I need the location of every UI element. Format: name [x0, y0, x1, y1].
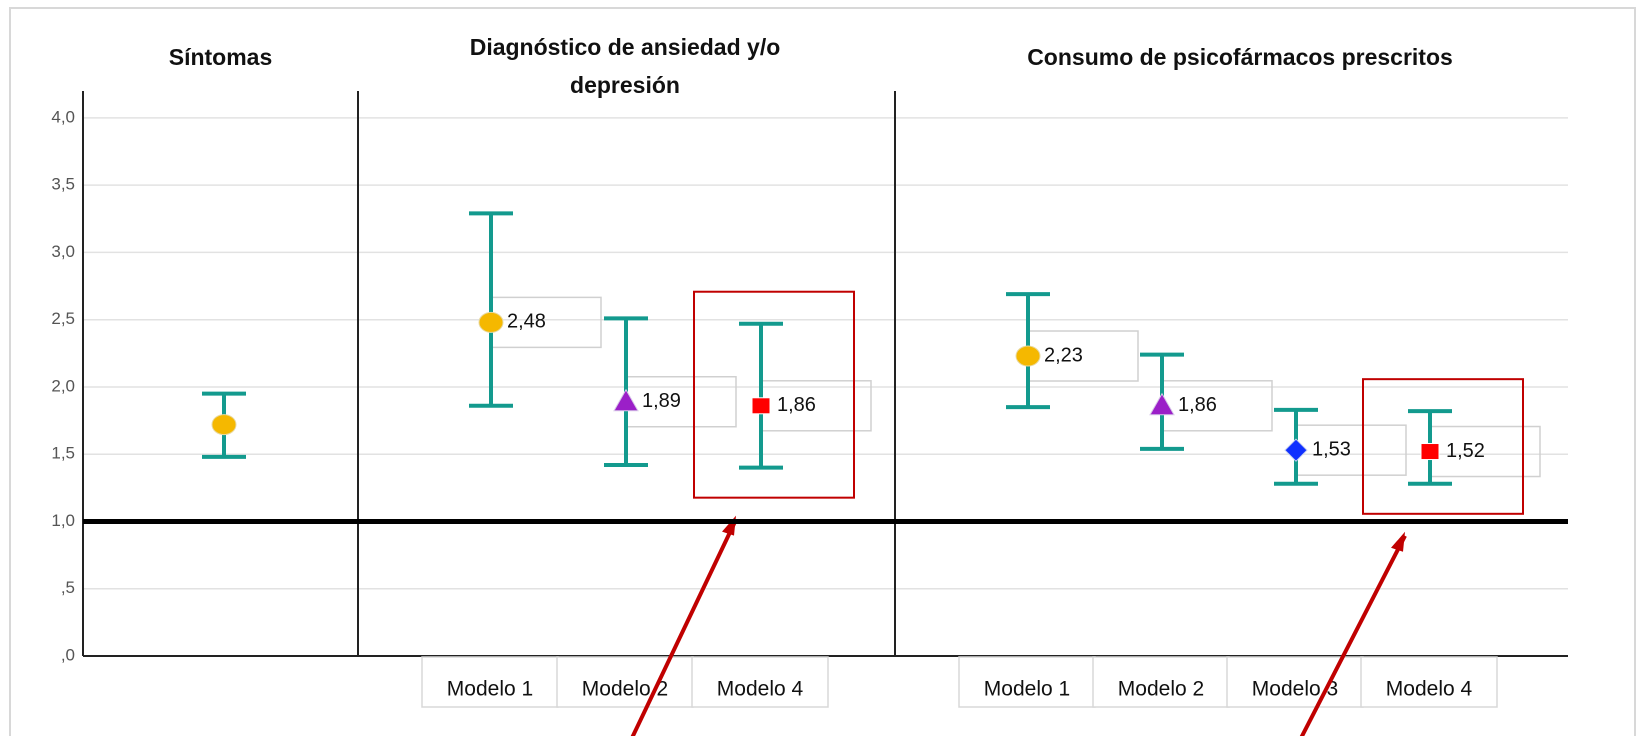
arrow-head — [722, 515, 736, 536]
y-tick-label: 2,0 — [51, 376, 75, 395]
y-tick-label: 1,0 — [51, 511, 75, 530]
category-box — [421, 656, 559, 708]
marker — [478, 311, 504, 333]
x-tick-label: Modelo 4 — [717, 678, 804, 701]
marker — [1015, 345, 1041, 367]
x-tick-label: Modelo 3 — [1252, 678, 1338, 701]
x-tick-label: Modelo 2 — [582, 678, 668, 701]
highlight-box — [693, 290, 855, 499]
y-tick-label: 4,0 — [51, 107, 75, 126]
value-label: 2,48 — [507, 311, 546, 333]
category-box — [1360, 656, 1498, 708]
category-box — [691, 656, 829, 708]
marker — [751, 397, 771, 415]
marker — [1420, 443, 1440, 461]
y-tick-label: 2,5 — [51, 309, 75, 328]
category-box — [1092, 656, 1230, 708]
marker — [613, 388, 639, 412]
value-label: 1,53 — [1312, 438, 1351, 460]
x-tick-label: Modelo 1 — [447, 678, 533, 701]
value-label: 1,86 — [777, 394, 816, 416]
category-box — [556, 656, 694, 708]
frame — [9, 7, 1636, 736]
value-label: 2,23 — [1044, 344, 1083, 366]
y-tick-label: 1,5 — [51, 444, 75, 463]
panel-title: Consumo de psicofármacos prescritos — [1027, 44, 1453, 70]
panel-title: Síntomas — [168, 44, 273, 70]
y-tick-label: 3,5 — [51, 175, 75, 194]
marker — [211, 414, 237, 436]
panel-title: Diagnóstico de ansiedad y/o depresión — [469, 34, 781, 98]
value-label: 1,52 — [1446, 440, 1485, 462]
arrow — [630, 518, 738, 736]
value-label: 1,89 — [642, 390, 681, 412]
value-label: 1,86 — [1178, 394, 1217, 416]
y-tick-label: 3,0 — [51, 242, 75, 261]
y-tick-label: ,0 — [61, 645, 75, 664]
x-tick-label: Modelo 2 — [1118, 678, 1204, 701]
x-tick-label: Modelo 4 — [1386, 678, 1473, 701]
x-tick-label: Modelo 1 — [984, 678, 1070, 701]
marker — [1284, 438, 1308, 462]
y-tick-label: ,5 — [61, 578, 75, 597]
marker — [1149, 392, 1175, 416]
arrow — [1299, 534, 1407, 736]
arrow-head — [1391, 531, 1405, 552]
highlight-box — [1362, 378, 1524, 515]
